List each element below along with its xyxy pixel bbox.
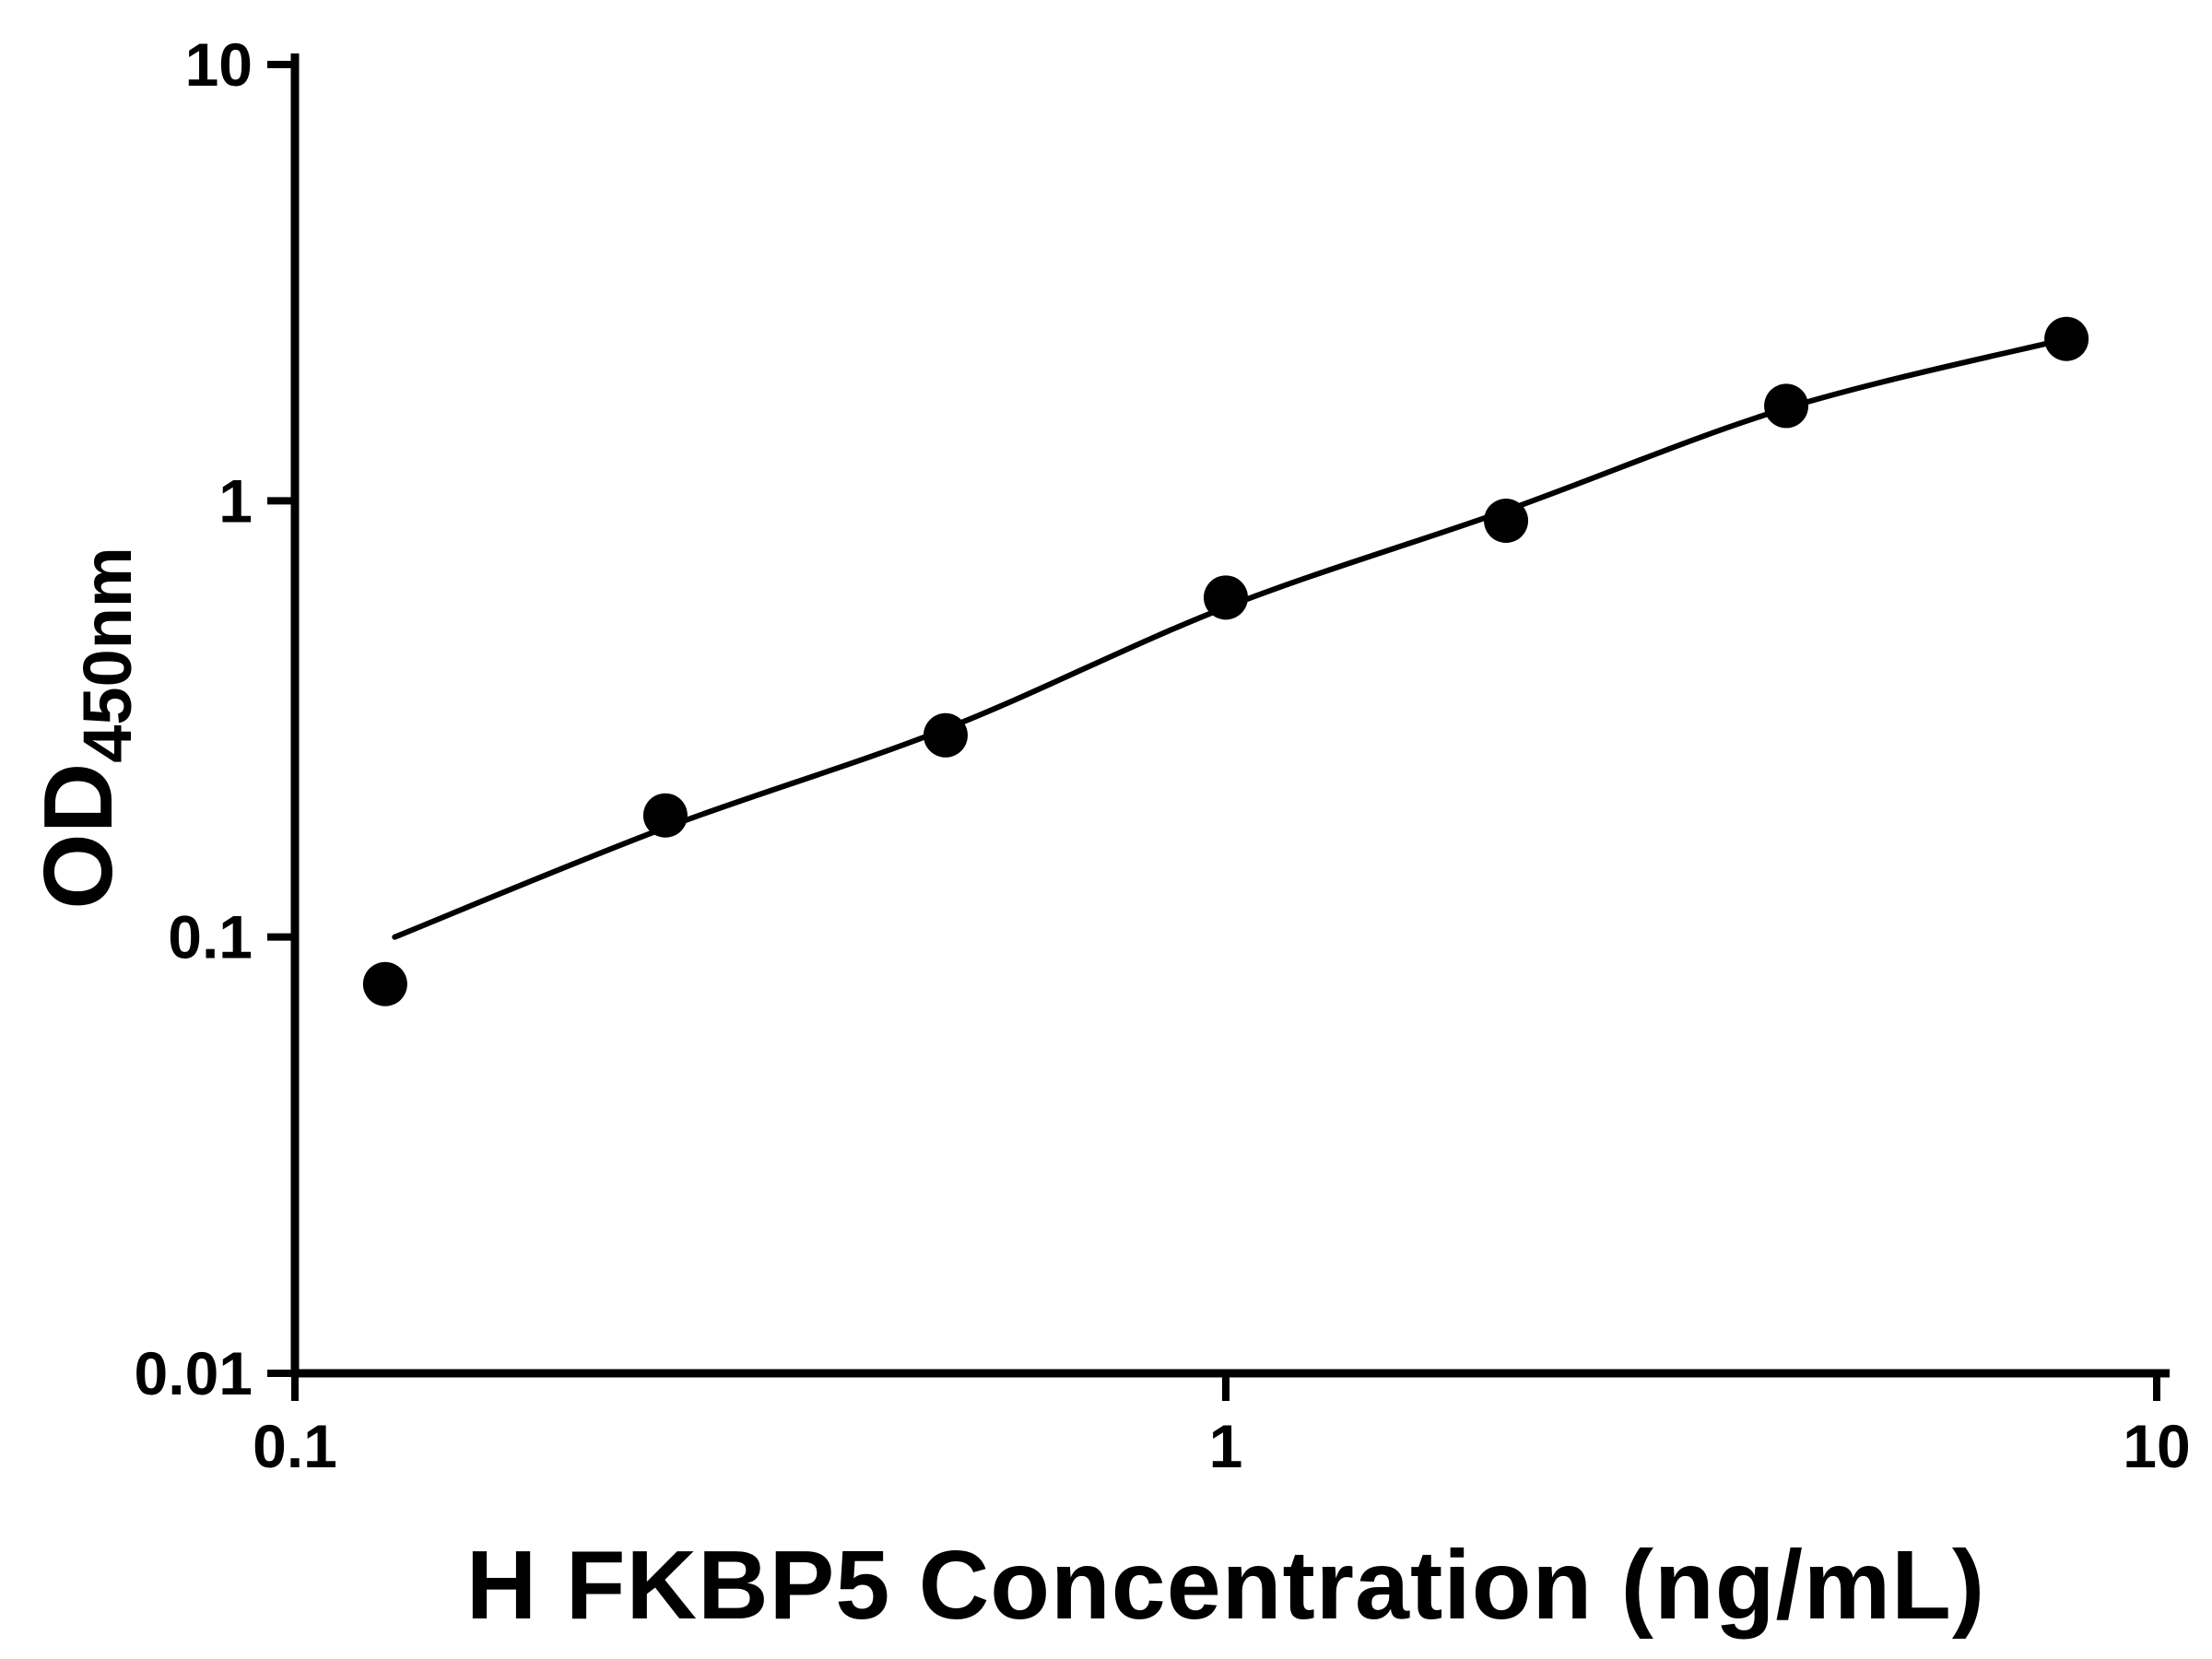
x-axis-title-text: H FKBP5 Concentration (ng/mL) bbox=[465, 1531, 1986, 1640]
y-axis-title: OD450nm bbox=[23, 547, 147, 909]
y-tick-label: 10 bbox=[185, 30, 253, 99]
data-point bbox=[1204, 575, 1248, 620]
x-tick-label: 10 bbox=[2123, 1412, 2190, 1480]
x-tick-label: 1 bbox=[1209, 1412, 1243, 1480]
fit-curve bbox=[392, 335, 2070, 940]
data-point bbox=[923, 712, 968, 758]
data-point bbox=[362, 961, 407, 1006]
data-point bbox=[642, 793, 688, 838]
y-tick-label: 0.1 bbox=[168, 903, 253, 971]
y-tick-label: 0.01 bbox=[135, 1339, 253, 1407]
x-tick-label: 0.1 bbox=[253, 1412, 337, 1480]
y-axis-title-main: OD bbox=[24, 762, 134, 910]
data-point bbox=[1764, 383, 1809, 429]
y-tick-label: 1 bbox=[218, 466, 253, 535]
data-point bbox=[2044, 316, 2089, 361]
y-axis-title-sub: 450nm bbox=[68, 547, 146, 763]
x-axis-title: H FKBP5 Concentration (ng/mL) bbox=[295, 1530, 2157, 1641]
data-point bbox=[1484, 498, 1529, 543]
